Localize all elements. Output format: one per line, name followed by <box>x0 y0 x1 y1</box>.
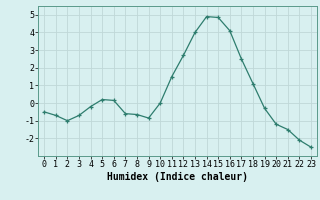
X-axis label: Humidex (Indice chaleur): Humidex (Indice chaleur) <box>107 172 248 182</box>
